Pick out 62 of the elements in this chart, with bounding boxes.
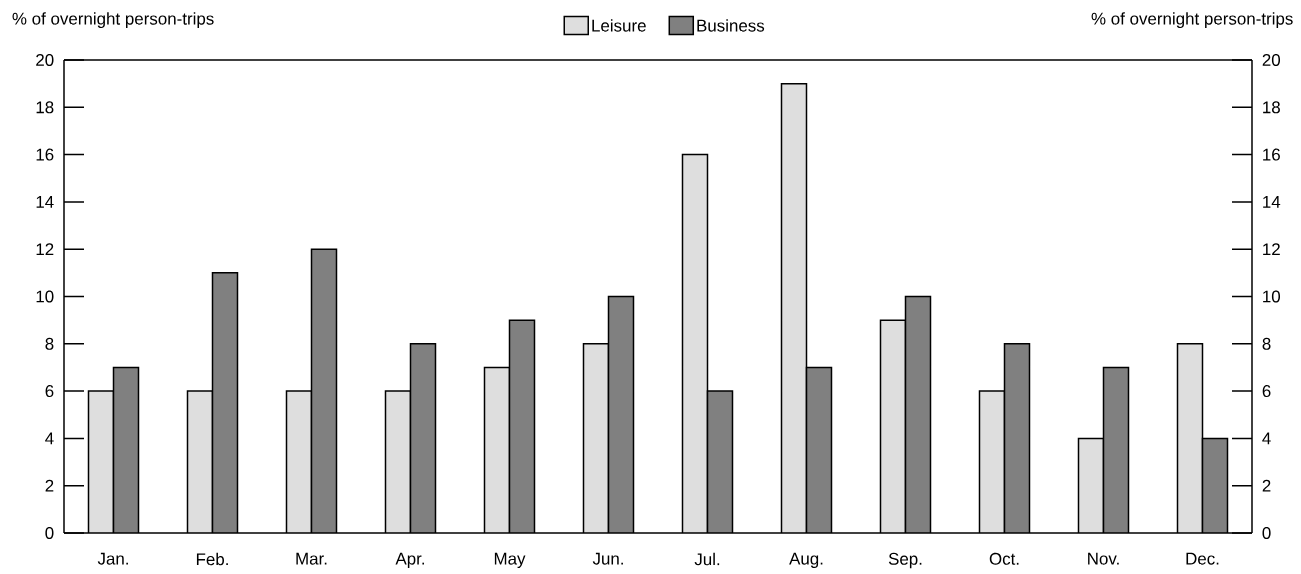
x-tick-label: Feb. bbox=[196, 552, 228, 566]
bar bbox=[1103, 367, 1129, 533]
y2-tick-label: 0 bbox=[1262, 527, 1271, 539]
bar bbox=[1201, 437, 1229, 533]
x-tick-label: Jan. bbox=[97, 552, 128, 565]
y-tick-label: 0 bbox=[45, 527, 54, 539]
bar bbox=[509, 320, 535, 533]
x-tick-label: May bbox=[494, 552, 526, 569]
y2-tick-label: 4 bbox=[1262, 432, 1271, 445]
x-tick-label: Jun. bbox=[592, 552, 623, 565]
x-tick-label: Nov. bbox=[1088, 552, 1119, 565]
bar bbox=[88, 391, 114, 533]
y-axis-title: % of overnight person-trips bbox=[12, 12, 214, 29]
y2-tick-label: 6 bbox=[1262, 385, 1271, 398]
x-tick-label: Sep. bbox=[888, 552, 922, 569]
y2-tick-label: 18 bbox=[1263, 101, 1280, 114]
bar bbox=[905, 296, 931, 533]
bar bbox=[682, 154, 708, 533]
bar bbox=[1176, 343, 1204, 533]
bar bbox=[286, 391, 312, 533]
bar bbox=[410, 343, 436, 533]
y-tick-label: 4 bbox=[45, 432, 54, 445]
bar bbox=[707, 391, 733, 533]
y-tick-label: 10 bbox=[36, 290, 54, 303]
y-tick-label: 16 bbox=[36, 148, 54, 161]
bar bbox=[311, 249, 337, 533]
x-tick-label: Apr. bbox=[395, 552, 425, 569]
y2-tick-label: 12 bbox=[1263, 243, 1280, 256]
y2-axis-title: % of overnight person-trips bbox=[1091, 12, 1293, 29]
bar bbox=[113, 367, 139, 533]
x-tick-label: Aug. bbox=[789, 552, 823, 569]
bar bbox=[484, 367, 510, 533]
y2-tick-label: 20 bbox=[1262, 54, 1281, 66]
y-tick-label: 14 bbox=[36, 196, 54, 208]
y2-tick-label: 14 bbox=[1263, 196, 1281, 208]
y-tick-label: 20 bbox=[36, 54, 54, 66]
y-tick-label: 12 bbox=[36, 243, 54, 256]
y2-tick-label: 2 bbox=[1262, 479, 1271, 492]
bar bbox=[1004, 343, 1030, 533]
bar bbox=[583, 343, 609, 533]
y-tick-label: 8 bbox=[45, 337, 54, 350]
y-tick-label: 18 bbox=[36, 101, 54, 114]
bar bbox=[385, 391, 411, 533]
x-tick-label: Mar. bbox=[296, 552, 327, 565]
bar bbox=[1078, 438, 1104, 533]
y2-tick-label: 8 bbox=[1262, 337, 1271, 350]
y-tick-label: 2 bbox=[45, 479, 54, 492]
bar bbox=[806, 367, 832, 533]
bar bbox=[608, 296, 634, 533]
bar bbox=[187, 391, 213, 533]
bar bbox=[212, 272, 238, 533]
bar bbox=[880, 320, 906, 533]
x-tick-label: Oct. bbox=[989, 552, 1019, 565]
legend-label: Leisure bbox=[592, 19, 646, 32]
bar bbox=[781, 83, 807, 533]
bar bbox=[979, 391, 1005, 533]
y2-tick-label: 16 bbox=[1263, 148, 1280, 161]
x-tick-label: Dec. bbox=[1186, 552, 1219, 565]
x-tick-label: Jul. bbox=[694, 552, 720, 566]
y-tick-label: 6 bbox=[45, 385, 54, 398]
legend-label: Business bbox=[697, 19, 765, 32]
y2-tick-label: 10 bbox=[1263, 290, 1281, 303]
